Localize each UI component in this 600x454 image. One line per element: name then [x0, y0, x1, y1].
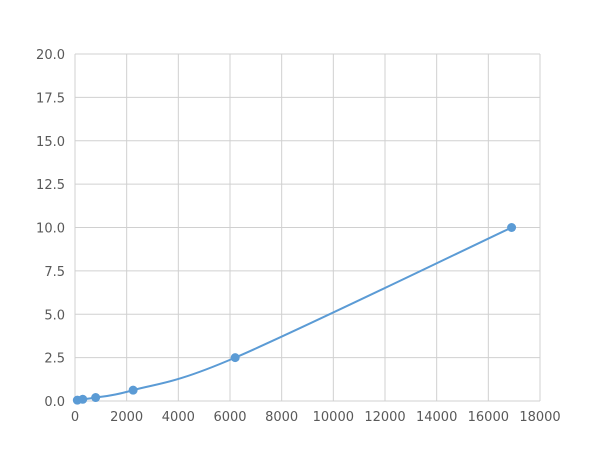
y-tick-label: 2.5 — [44, 352, 65, 367]
x-tick-label: 2000 — [110, 410, 143, 425]
x-tick-label: 8000 — [265, 410, 298, 425]
data-point — [230, 353, 240, 363]
data-point — [507, 223, 517, 232]
x-tick-label: 4000 — [162, 410, 195, 425]
x-tick-label: 6000 — [213, 410, 246, 425]
data-point — [78, 394, 88, 404]
y-axis-ticks: 0.0 2.5 5.0 7.5 10.0 12.5 15.0 17.5 20.0 — [36, 48, 65, 410]
y-tick-label: 0.0 — [44, 395, 65, 410]
y-tick-label: 7.5 — [44, 265, 65, 280]
x-tick-label: 12000 — [364, 410, 405, 425]
y-tick-label: 12.5 — [36, 178, 65, 193]
x-tick-label: 18000 — [519, 410, 560, 425]
x-tick-label: 0 — [71, 410, 79, 425]
y-tick-label: 17.5 — [36, 91, 65, 106]
x-axis-ticks: 0 2000 4000 6000 8000 10000 12000 14000 16000 180… — [71, 410, 561, 425]
x-tick-label: 16000 — [468, 410, 509, 425]
y-tick-label: 10.0 — [36, 222, 65, 237]
y-tick-label: 5.0 — [44, 308, 65, 323]
y-tick-label: 20.0 — [36, 48, 65, 63]
data-point — [128, 385, 138, 395]
grid — [74, 53, 541, 402]
x-tick-label: 14000 — [416, 410, 457, 425]
y-tick-label: 15.0 — [36, 135, 65, 150]
data-point — [91, 393, 101, 403]
data-points — [72, 223, 517, 405]
x-tick-label: 10000 — [313, 410, 354, 425]
